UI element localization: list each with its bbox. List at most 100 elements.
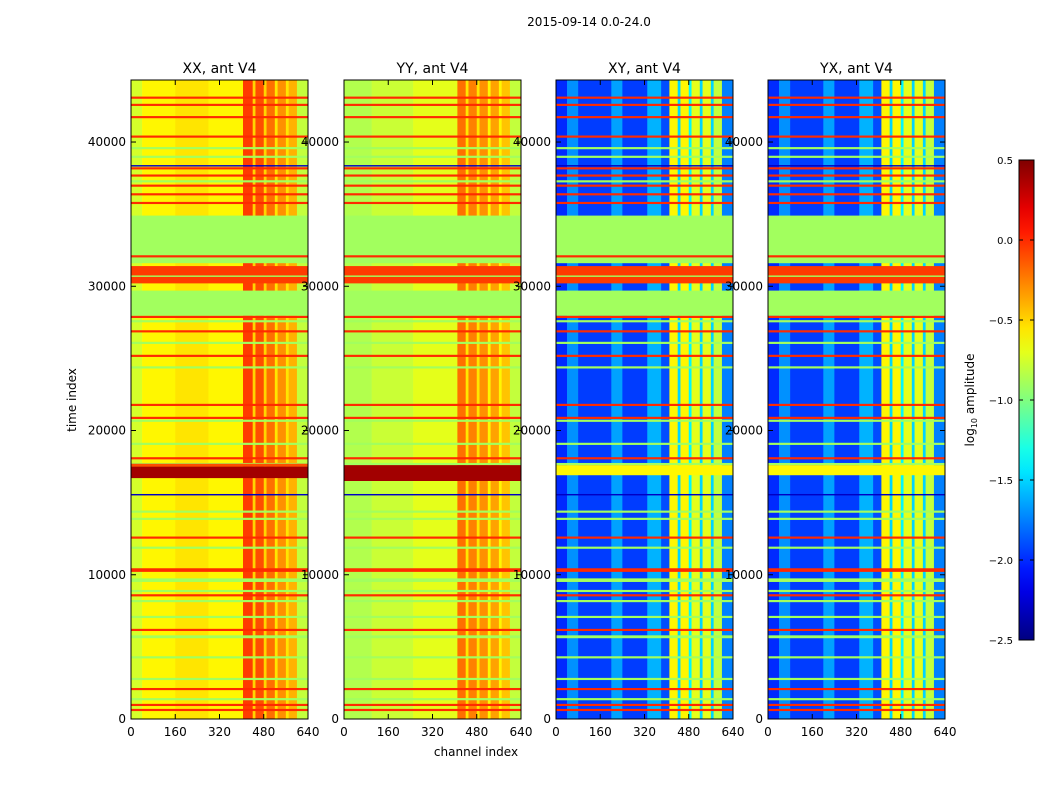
heatmap-time-stripe — [768, 546, 945, 549]
heatmap-time-stripe — [556, 184, 733, 187]
heatmap-time-stripe — [768, 510, 945, 513]
x-tick-label: 480 — [252, 725, 275, 739]
heatmap-time-stripe — [344, 599, 521, 603]
heatmap-time-stripe — [768, 419, 945, 422]
heatmap-time-stripe — [768, 615, 945, 619]
heatmap-time-stripe — [556, 275, 733, 277]
heatmap-time-stripe — [131, 215, 308, 264]
heatmap-time-stripe — [556, 546, 733, 549]
heatmap-time-stripe — [131, 266, 308, 284]
heatmap-time-stripe — [131, 442, 308, 445]
heatmap-column-band — [263, 80, 267, 719]
heatmap-time-stripe — [768, 656, 945, 659]
heatmap-time-stripe — [344, 193, 521, 196]
heatmap-column-band — [490, 80, 500, 719]
heatmap-column-band — [710, 80, 714, 719]
heatmap-time-stripe — [768, 578, 945, 582]
heatmap-time-stripe — [131, 201, 308, 205]
heatmap-time-stripe — [344, 635, 521, 639]
heatmap-time-stripe — [768, 442, 945, 445]
heatmap-column-band — [911, 80, 915, 719]
heatmap-time-stripe — [344, 403, 521, 406]
y-tick-label: 40000 — [513, 135, 551, 149]
heatmap-column-band — [465, 80, 469, 719]
heatmap-time-stripe — [344, 266, 521, 284]
heatmap-time-stripe — [556, 147, 733, 150]
heatmap-time-stripe — [768, 235, 945, 238]
y-tick-label: 20000 — [88, 424, 126, 438]
x-tick-label: 320 — [633, 725, 656, 739]
heatmap-time-stripe — [344, 354, 521, 357]
heatmap-time-stripe — [344, 703, 521, 707]
heatmap-time-stripe — [768, 165, 945, 167]
heatmap-column-band — [509, 80, 522, 719]
heatmap-time-stripe — [131, 517, 308, 520]
heatmap-time-stripe — [768, 703, 945, 707]
colorbar-tick-label: −1.5 — [989, 476, 1013, 487]
heatmap-panel-2: YY, ant V4 0 160 320 480 640 0 10000 20000 30000 4… — [301, 61, 533, 739]
panel-title: YY, ant V4 — [396, 61, 469, 77]
heatmap-panel-4: YX, ant V4 0 160 320 480 640 0 10000 20000 30000 4… — [725, 61, 957, 739]
heatmap-time-stripe — [556, 578, 733, 582]
heatmap-time-stripe — [344, 462, 521, 466]
heatmap-column-band — [296, 80, 309, 719]
heatmap-column-band — [277, 80, 287, 719]
heatmap-time-stripe — [556, 96, 733, 99]
heatmap-time-stripe — [344, 442, 521, 445]
x-tick-label: 160 — [801, 725, 824, 739]
colorbar-label: log10 amplitude — [963, 354, 979, 447]
heatmap-time-stripe — [344, 615, 521, 619]
heatmap-time-stripe — [768, 96, 945, 99]
heatmap-time-stripe — [556, 677, 733, 681]
x-tick-label: 480 — [889, 725, 912, 739]
heatmap-time-stripe — [344, 578, 521, 582]
heatmap-time-stripe — [768, 568, 945, 572]
heatmap-time-stripe — [768, 354, 945, 357]
heatmap-time-stripe — [131, 546, 308, 549]
heatmap-time-stripe — [344, 275, 521, 277]
heatmap-time-stripe — [344, 589, 521, 593]
heatmap-time-stripe — [344, 698, 521, 701]
heatmap-time-stripe — [344, 201, 521, 205]
heatmap-time-stripe — [768, 416, 945, 419]
heatmap-column-band — [479, 80, 489, 719]
y-tick-label: 30000 — [88, 279, 126, 293]
colorbar-tick-label: 0.0 — [997, 236, 1013, 247]
heatmap-time-stripe — [344, 180, 521, 183]
heatmap-column-band — [713, 80, 723, 719]
heatmap-time-stripe — [131, 290, 308, 316]
x-tick-label: 160 — [589, 725, 612, 739]
x-tick-label: 0 — [552, 725, 560, 739]
heatmap-time-stripe — [768, 628, 945, 632]
heatmap-time-stripe — [768, 708, 945, 712]
heatmap-time-stripe — [768, 167, 945, 170]
x-tick-label: 640 — [510, 725, 533, 739]
heatmap-time-stripe — [556, 116, 733, 119]
heatmap-time-stripe — [556, 215, 733, 264]
heatmap-column-band — [823, 80, 835, 719]
heatmap-time-stripe — [556, 167, 733, 170]
heatmap-time-stripe — [556, 266, 733, 284]
heatmap-column-band — [677, 80, 681, 719]
heatmap-column-band — [457, 80, 466, 719]
x-tick-label: 640 — [722, 725, 745, 739]
heatmap-time-stripe — [768, 677, 945, 681]
heatmap-column-band — [476, 80, 480, 719]
heatmap-time-stripe — [131, 589, 308, 593]
heatmap-time-stripe — [556, 155, 733, 158]
heatmap-time-stripe — [131, 174, 308, 177]
heatmap-column-band — [501, 80, 511, 719]
x-tick-label: 0 — [764, 725, 772, 739]
heatmap-time-stripe — [556, 536, 733, 539]
heatmap-column-band — [669, 80, 678, 719]
heatmap-time-stripe — [344, 628, 521, 632]
heatmap-time-stripe — [131, 703, 308, 707]
heatmap-time-stripe — [344, 546, 521, 549]
colorbar-tick-label: −1.0 — [989, 396, 1013, 407]
heatmap-time-stripe — [131, 466, 308, 479]
heatmap-time-stripe — [768, 465, 945, 476]
heatmap-time-stripe — [131, 578, 308, 582]
heatmap-time-stripe — [556, 568, 733, 572]
heatmap-time-stripe — [556, 103, 733, 106]
heatmap-time-stripe — [556, 628, 733, 632]
